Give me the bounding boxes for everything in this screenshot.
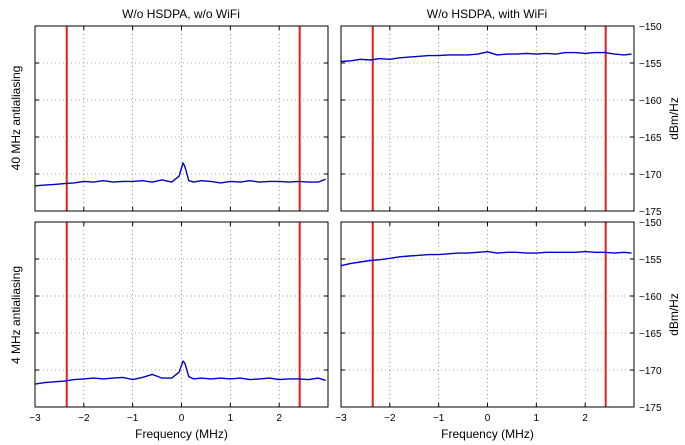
y-tick-label: −175: [639, 207, 662, 218]
x-tick-label: 2: [582, 413, 588, 424]
x-tick-label: 0: [485, 413, 491, 424]
column-title-right: W/o HSDPA, with WiFi: [427, 7, 547, 21]
x-tick-label: −2: [384, 413, 396, 424]
y-axis-label: dBm/Hz: [667, 293, 681, 336]
series-line-0: [34, 360, 326, 385]
panel-1: −150 −155 −160 −165 −170 −175 dBm/Hz: [340, 22, 681, 218]
y-tick-label: −150: [639, 22, 662, 33]
column-title-left: W/o HSDPA, w/o WiFi: [122, 7, 240, 21]
x-tick-label: −1: [127, 413, 139, 424]
x-tick-label: −3: [335, 413, 347, 424]
y-tick-label: −170: [639, 170, 662, 181]
panels-group: −150 −155 −160 −165 −170 −175 dBm/Hz −3 −2 −1 0 1 2 F…: [29, 22, 681, 441]
row-label-bottom: 4 MHz antialiasing: [9, 266, 23, 364]
x-tick-label: −2: [78, 413, 90, 424]
y-tick-label: −165: [639, 329, 662, 340]
y-tick-label: −160: [639, 292, 662, 303]
series-line-0: [340, 51, 632, 63]
y-tick-label: −170: [639, 366, 662, 377]
x-axis-label: Frequency (MHz): [441, 427, 534, 441]
y-tick-label: −155: [639, 59, 662, 70]
y-tick-label: −160: [639, 96, 662, 107]
plot-frame: [340, 221, 635, 408]
y-tick-label: −150: [639, 218, 662, 229]
panel-0: [34, 25, 329, 212]
series-line-0: [340, 250, 632, 267]
row-label-top: 40 MHz antialiasing: [9, 66, 23, 171]
series-line-0: [34, 162, 326, 187]
plot-frame: [340, 25, 635, 212]
panel-3: −3 −2 −1 0 1 2 Frequency (MHz) −150 −155 −160 −165…: [335, 218, 681, 441]
y-tick-label: −165: [639, 133, 662, 144]
x-tick-label: 0: [179, 413, 185, 424]
x-axis-label: Frequency (MHz): [135, 427, 228, 441]
x-tick-label: −1: [433, 413, 445, 424]
x-tick-label: 2: [276, 413, 282, 424]
plot-frame: [34, 221, 329, 408]
plot-frame: [34, 25, 329, 212]
x-tick-label: −3: [29, 413, 41, 424]
y-axis-label: dBm/Hz: [667, 97, 681, 140]
x-tick-label: 1: [228, 413, 234, 424]
y-tick-label: −175: [639, 403, 662, 414]
x-tick-label: 1: [534, 413, 540, 424]
panel-2: −3 −2 −1 0 1 2 Frequency (MHz): [29, 221, 329, 441]
y-tick-label: −155: [639, 255, 662, 266]
